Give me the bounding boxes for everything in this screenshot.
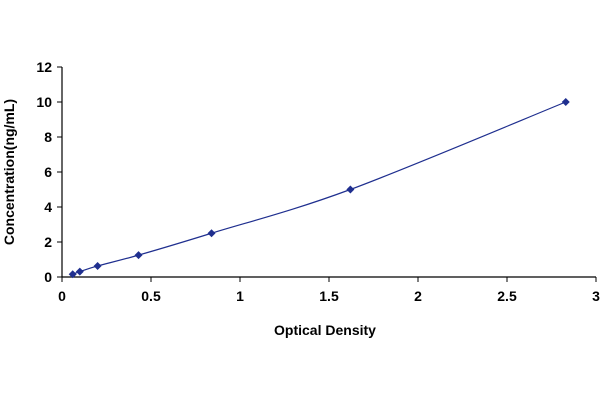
data-point [346,185,355,194]
y-axis-ticks: 0 2 4 6 8 10 12 [36,59,62,285]
y-tick-label: 4 [44,199,52,215]
data-point [207,229,216,238]
x-tick-label: 1.5 [319,288,339,304]
y-tick-label: 0 [44,269,52,285]
y-tick-label: 2 [44,234,52,250]
data-point [561,98,570,106]
data-point [68,270,77,279]
y-axis-title: Concentration(ng/mL) [1,99,17,245]
data-points [68,98,570,279]
x-tick-label: 2 [414,288,422,304]
data-point [134,251,143,260]
y-tick-label: 10 [36,94,52,110]
y-tick-label: 6 [44,164,52,180]
x-axis-ticks: 0 0.5 1 1.5 2 2.5 3 [58,277,600,304]
y-tick-label: 12 [36,59,52,75]
fit-curve-line [72,101,566,275]
x-axis-title: Optical Density [274,322,376,338]
x-tick-label: 0 [58,288,66,304]
x-tick-label: 2.5 [497,288,517,304]
x-tick-label: 3 [592,288,600,304]
x-tick-label: 1 [236,288,244,304]
axes [61,67,596,278]
data-point [75,267,84,276]
x-tick-label: 0.5 [141,288,161,304]
y-tick-label: 8 [44,129,52,145]
data-point [93,261,102,270]
